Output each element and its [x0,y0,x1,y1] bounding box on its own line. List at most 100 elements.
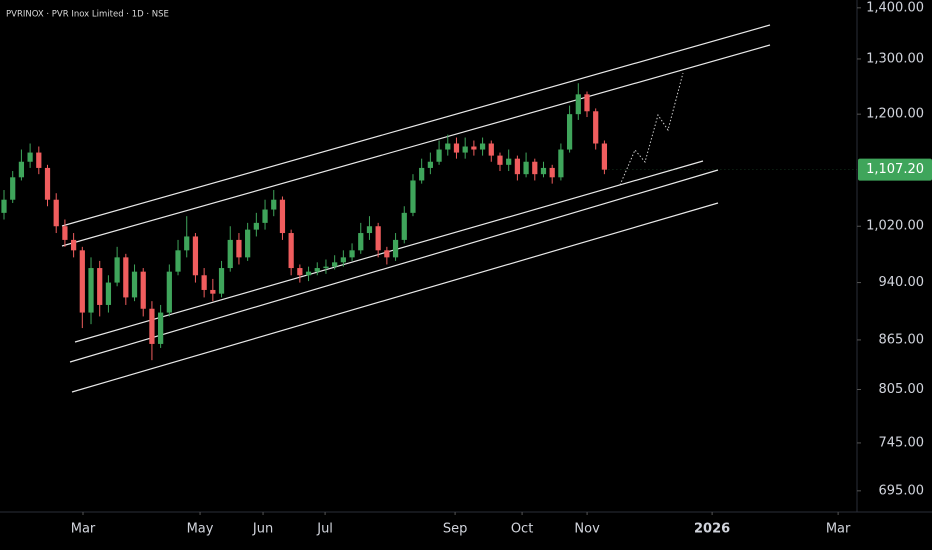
y-tick-label: 940.00 [879,275,925,290]
candle-body [18,161,25,178]
last-price-label: 1,107.20 [866,162,924,177]
candle-body [532,161,538,175]
candle-body [514,158,520,175]
candle-body [314,268,320,272]
channel-line [61,24,771,227]
channel-line [71,202,719,393]
candle-body [158,312,164,344]
candle-body [114,257,120,283]
x-tick-label: Mar [826,522,851,537]
x-tick-label: Jun [252,522,273,537]
candle-body [445,143,451,150]
y-tick-label: 745.00 [879,435,925,450]
x-tick-label: Nov [574,522,600,537]
candle-body [384,250,390,258]
candle-body [210,289,216,294]
candle-body [140,271,146,309]
y-tick-label: 1,300.00 [866,51,924,66]
trend-lines [61,24,771,393]
candle-body [279,199,286,234]
candles [1,83,608,361]
x-tick-label: Jul [316,522,333,537]
candle-body [105,282,112,305]
candle-body [488,143,494,156]
y-tick-label: 865.00 [879,332,925,347]
candle-body [358,233,364,251]
candle-body [131,271,138,298]
candle-body [375,226,381,251]
candle-body [453,143,460,153]
candle-body [245,229,251,258]
last-price-tag [858,158,932,181]
candle-body [332,262,338,267]
y-tick-label: 1,400.00 [866,0,924,15]
candle-body [88,268,94,313]
candle-body [593,111,599,144]
candle-body [1,199,7,213]
candle-body [201,275,207,290]
candle-body [149,308,155,344]
candle-body [97,268,103,305]
candle-body [436,149,442,162]
y-tick-label: 805.00 [879,382,925,397]
candle-body [497,155,503,165]
candle-body [479,143,486,150]
candle-body [471,146,477,150]
candle-body [601,143,608,170]
x-tick-label: May [187,522,214,537]
candle-body [288,233,294,269]
candle-body [323,266,329,269]
candle-body [175,250,181,272]
candle-body [71,239,77,251]
candle-body [540,167,547,175]
x-tick-label: Sep [443,522,468,537]
candle-body [349,250,355,258]
projection-path [619,72,684,186]
candle-body [584,94,590,112]
x-tick-label: Mar [71,522,96,537]
y-tick-label: 695.00 [879,483,925,498]
candle-body [462,146,468,153]
candle-body [123,257,129,298]
candle-body [184,236,190,251]
candle-body [558,149,564,178]
candle-body [271,199,277,210]
candle-body [36,152,42,168]
candle-body [236,239,242,258]
candle-body [79,250,85,313]
candle-body [340,257,346,263]
candle-body [549,167,555,178]
x-tick-label: Oct [511,522,533,537]
candle-body [392,239,399,258]
candle-body [366,226,373,234]
candle-body [27,152,33,162]
candle-body [262,209,268,223]
y-tick-label: 1,200.00 [866,107,924,122]
candle-body [305,271,312,276]
chart-title: PVRINOX · PVR Inox Limited · 1D · NSE [6,10,169,20]
candle-body [523,161,529,175]
candle-body [297,268,303,276]
candle-body [10,177,16,200]
candle-body [566,114,573,150]
candle-body [44,167,51,200]
candle-body [410,180,416,213]
candle-body [218,268,225,294]
candle-body [253,222,259,230]
x-tick-label: 2026 [694,522,730,537]
y-tick-label: 1,020.00 [866,219,924,234]
channel-line [69,169,719,363]
candle-body [192,236,199,276]
candle-body [427,161,433,168]
candle-body [227,239,233,269]
candle-body [401,212,407,240]
candle-body [575,94,581,115]
candle-body [166,271,172,313]
candle-body [506,158,512,165]
candle-body [53,199,59,227]
candle-body [62,226,68,240]
channel-line [61,44,771,247]
candle-body [419,167,425,181]
